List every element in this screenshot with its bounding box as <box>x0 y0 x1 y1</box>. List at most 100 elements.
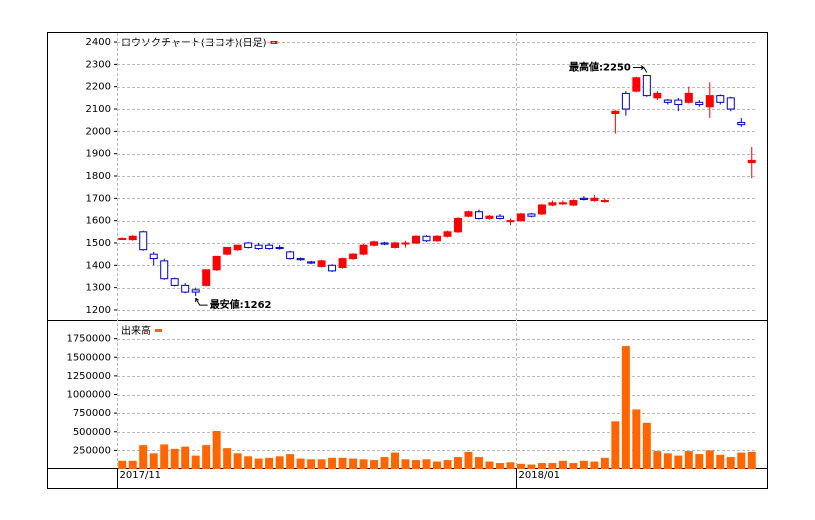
candle-body <box>558 202 567 205</box>
candle-body <box>286 251 295 260</box>
volume-bar <box>506 462 515 469</box>
volume-bar <box>191 455 200 469</box>
volume-title: 出来高 <box>121 324 151 337</box>
candle-body <box>370 241 379 246</box>
annotation-arrow <box>632 65 648 73</box>
volume-bar <box>328 457 337 469</box>
volume-bar <box>695 454 704 469</box>
candle-body <box>233 244 242 251</box>
volume-bar <box>516 463 525 469</box>
volume-bar <box>128 460 137 469</box>
candle-body <box>548 202 557 206</box>
candle-body <box>128 235 137 241</box>
volume-bar <box>118 460 127 469</box>
volume-bar <box>149 453 158 469</box>
volume-bar <box>674 455 683 469</box>
volume-bar <box>663 453 672 469</box>
volume-bar <box>579 460 588 469</box>
candle-body <box>453 217 462 233</box>
y-tick-label: 1500000 <box>66 352 111 363</box>
candle-body <box>674 99 683 106</box>
y-tick-label: 1750000 <box>66 334 111 345</box>
y-tick-label: 1400 <box>86 260 111 271</box>
volume-bar <box>495 463 504 469</box>
y-tick-label: 2100 <box>86 104 111 115</box>
candle-body <box>443 231 452 237</box>
volume-bar <box>705 450 714 469</box>
volume-bar <box>600 457 609 469</box>
volume-bar <box>527 464 536 469</box>
candle-body <box>642 75 651 97</box>
candle-body <box>611 110 620 114</box>
candle-body <box>663 99 672 103</box>
candle-body <box>464 211 473 217</box>
y-tick-label: 1700 <box>86 193 111 204</box>
volume-bar <box>737 452 746 469</box>
candle-body <box>653 92 662 99</box>
x-tick-label: 2018/01 <box>519 470 561 481</box>
candle-body <box>317 260 326 267</box>
volume-bar <box>380 457 389 469</box>
candle-body <box>149 253 158 260</box>
volume-bar <box>170 448 179 469</box>
volume-bar <box>296 458 305 469</box>
candle-body <box>160 260 169 280</box>
candle-body <box>600 200 609 203</box>
y-tick-label: 2200 <box>86 82 111 93</box>
candle-body <box>391 242 400 248</box>
y-tick-label: 1500 <box>86 238 111 249</box>
volume-bar <box>370 460 379 469</box>
candle-body <box>328 264 337 272</box>
candle-body <box>223 246 232 255</box>
annotation-arrow <box>195 297 208 306</box>
candle-body <box>716 95 725 103</box>
y-tick-label: 2400 <box>86 37 111 48</box>
volume-bar <box>212 431 221 469</box>
candle-body <box>170 278 179 286</box>
candle-body <box>296 258 305 261</box>
volume-bar <box>275 456 284 469</box>
candle-body <box>537 204 546 215</box>
candle-body <box>737 121 746 126</box>
volume-bar <box>642 422 651 469</box>
volume-bar <box>317 459 326 469</box>
volume-bar <box>653 451 662 469</box>
candle-body <box>621 92 630 110</box>
candle-body <box>516 213 525 222</box>
candle-body <box>401 242 410 245</box>
candle-body <box>433 235 441 242</box>
annotation: 最高値:2250 <box>569 61 631 74</box>
candle-body <box>359 244 368 255</box>
candle-body <box>139 231 148 251</box>
volume-bar <box>621 346 630 469</box>
candle-body <box>380 242 389 245</box>
volume-bar <box>569 463 578 469</box>
volume-bar <box>202 445 211 469</box>
volume-bar <box>590 461 599 469</box>
candle-body <box>485 215 494 219</box>
candle-body <box>705 95 714 108</box>
volume-bar <box>254 458 263 469</box>
candle-body <box>695 101 704 106</box>
volume-bar <box>422 459 431 469</box>
volume-bar <box>443 460 452 469</box>
candle-body <box>495 215 504 219</box>
candle-body <box>422 235 431 242</box>
volume-bar <box>453 457 462 469</box>
y-tick-label: 1600 <box>86 216 111 227</box>
volume-bar <box>359 459 368 469</box>
candle-body <box>412 235 421 244</box>
y-tick-label: 2300 <box>86 59 111 70</box>
volume-bar <box>391 452 400 469</box>
candle-body <box>307 261 316 264</box>
volume-bar <box>401 459 410 469</box>
candle-body <box>244 242 253 248</box>
volume-bar <box>747 451 756 469</box>
y-tick-label: 1900 <box>86 149 111 160</box>
candle-body <box>632 77 641 92</box>
candle-body <box>265 244 274 250</box>
y-tick-label: 1200 <box>86 305 111 316</box>
candle-body <box>474 211 483 219</box>
